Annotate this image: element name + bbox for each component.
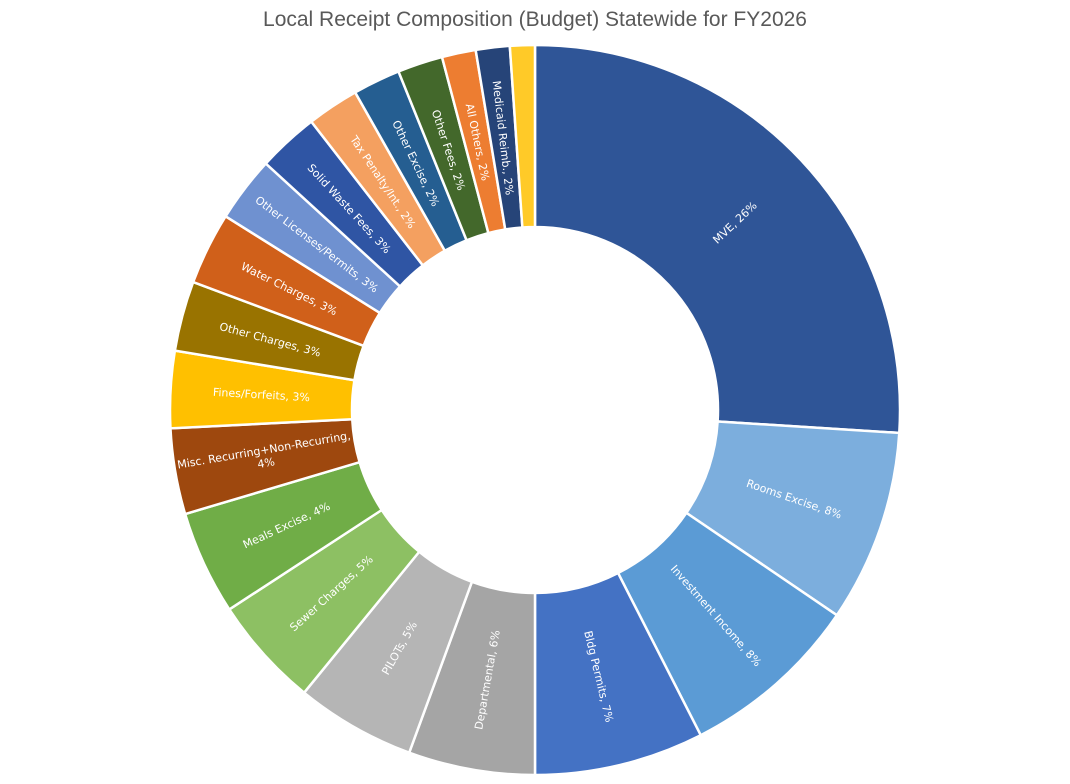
slice-mve: [533, 43, 902, 435]
slice-unlabeled: [508, 43, 537, 229]
data-label: Fines/Forfeits, 3%: [213, 386, 311, 404]
chart-title: Local Receipt Composition (Budget) State…: [263, 8, 807, 31]
